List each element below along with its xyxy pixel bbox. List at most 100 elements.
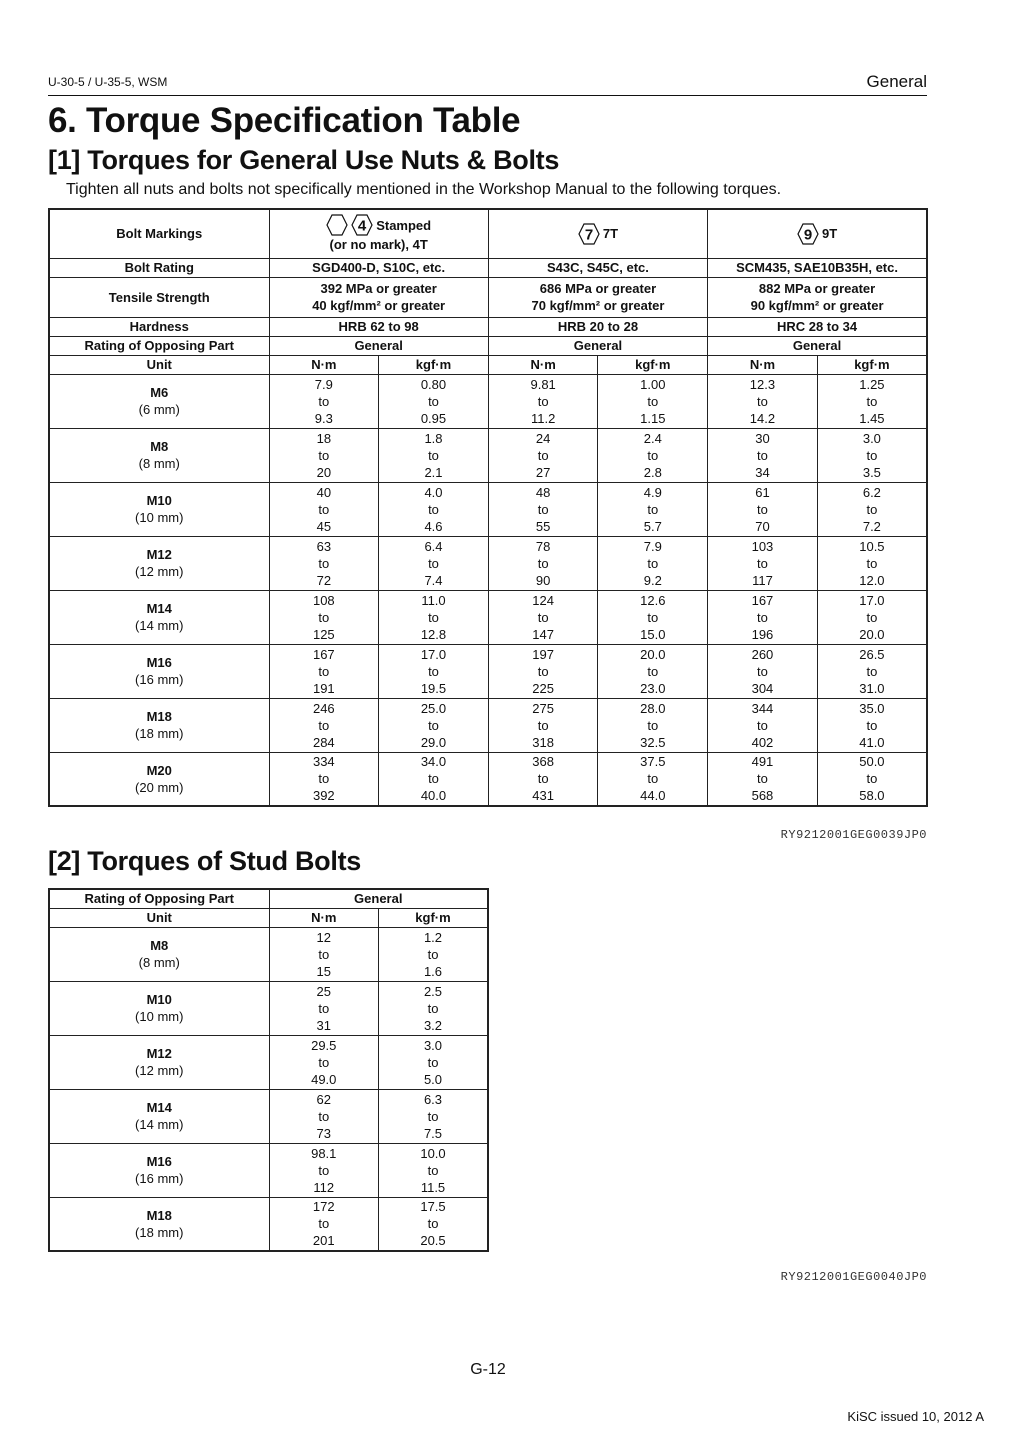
property-value-line: 686 MPa or greater (539, 281, 657, 296)
range-min: 35.0 (859, 700, 885, 716)
row-label: Bolt Markings (48, 208, 270, 259)
range-to: to (537, 447, 549, 463)
torque-range-cell: 491 to 568 (707, 751, 818, 807)
section-2-heading: [2] Torques of Stud Bolts (48, 846, 361, 876)
range-to: to (318, 447, 330, 463)
torque-range-cell: 40 to 45 (268, 481, 380, 537)
range-to: to (866, 447, 878, 463)
table-row: M8 (8 mm) 18 to 20 1.8 to 2.1 24 to 27 2.4 to 2.8 30 to… (48, 427, 928, 483)
range-max: 20.0 (859, 626, 885, 642)
range-to: to (428, 609, 439, 625)
range-to: to (757, 663, 768, 679)
table-row: M18 (18 mm) 172 to 201 17.5 to 20.5 (48, 1196, 489, 1252)
marking-text: 7T (602, 226, 619, 242)
hex-bolt-head-icon (326, 214, 348, 236)
torque-range-cell: 29.5 to 49.0 (268, 1034, 379, 1090)
unit-row: Unit N·m kgf·m N·m kgf·m N·m kgf·m (48, 354, 928, 375)
range-max: 9.2 (643, 572, 662, 588)
torque-range-cell: 18 to 20 (268, 427, 380, 483)
bolt-size-cell: M12 (12 mm) (48, 535, 270, 591)
range-max: 72 (316, 572, 332, 588)
property-value-line: 40 kgf/mm² or greater (312, 298, 446, 313)
range-min: 9.81 (530, 376, 556, 392)
torque-range-cell: 12.3 to 14.2 (707, 373, 818, 429)
range-min: 124 (532, 592, 554, 608)
bolt-diameter: (18 mm) (135, 726, 184, 741)
property-value-line: 90 kgf/mm² or greater (750, 298, 884, 313)
range-min: 50.0 (859, 754, 885, 770)
torque-range-cell: 103 to 117 (707, 535, 818, 591)
marking-text: Stamped (376, 217, 432, 233)
range-min: 2.4 (643, 430, 662, 446)
range-max: 3.5 (862, 464, 881, 480)
table-row: M14 (14 mm) 108 to 125 11.0 to 12.8 124 to 147 12.6… (48, 589, 928, 645)
range-max: 125 (312, 626, 335, 642)
torque-range-cell: 20.0 to 23.0 (597, 643, 709, 699)
torque-range-cell: 1.2 to 1.6 (378, 926, 489, 982)
range-to: to (427, 1054, 439, 1070)
range-min: 260 (751, 646, 774, 662)
range-max: 34 (755, 464, 770, 480)
torque-range-cell: 11.0 to 12.8 (378, 589, 489, 645)
range-to: to (428, 447, 439, 463)
header-section: General (866, 72, 927, 91)
bolt-diameter: (14 mm) (135, 618, 184, 633)
range-max: 431 (532, 788, 554, 804)
bolt-marking-cell: 9 9T (707, 208, 928, 259)
torque-range-cell: 61 to 70 (707, 481, 818, 537)
row-label: Unit (48, 354, 270, 375)
range-max: 11.2 (530, 410, 556, 426)
range-to: to (318, 717, 330, 733)
unit-header: kgf·m (378, 354, 489, 375)
property-value-line: 882 MPa or greater (758, 281, 876, 296)
range-min: 25 (316, 983, 331, 999)
range-min: 20.0 (640, 646, 666, 662)
range-to: to (318, 1216, 330, 1232)
range-min: 103 (751, 538, 774, 554)
marking-symbols: 4 Stamped (326, 214, 431, 236)
torque-range-cell: 0.80 to 0.95 (378, 373, 489, 429)
range-min: 10.0 (420, 1145, 446, 1161)
property-value: 882 MPa or greater 90 kgf/mm² or greater (707, 276, 928, 318)
range-to: to (866, 771, 878, 787)
bolt-size-cell: M10 (10 mm) (48, 481, 270, 537)
svg-text:4: 4 (358, 218, 367, 235)
torque-range-cell: 17.5 to 20.5 (378, 1196, 489, 1252)
range-max: 19.5 (420, 680, 447, 696)
range-max: 1.15 (640, 410, 666, 426)
range-min: 12 (316, 929, 331, 945)
bolt-diameter: (14 mm) (135, 1117, 184, 1132)
header-manual-name: U-30-5 / U-35-5, WSM (48, 75, 168, 89)
range-to: to (537, 501, 549, 517)
range-max: 402 (751, 734, 774, 750)
row-label: Bolt Rating (48, 257, 270, 278)
torque-range-cell: 3.0 to 3.5 (816, 427, 928, 483)
range-min: 4.9 (643, 484, 662, 500)
table-row: M8 (8 mm) 12 to 15 1.2 to 1.6 (48, 926, 489, 982)
range-max: 32.5 (640, 734, 666, 750)
range-max: 7.5 (423, 1125, 443, 1141)
range-max: 90 (535, 572, 551, 588)
range-to: to (318, 393, 330, 409)
range-min: 108 (312, 592, 335, 608)
range-max: 117 (752, 572, 773, 588)
torque-range-cell: 4.0 to 4.6 (378, 481, 489, 537)
range-min: 12.6 (640, 592, 666, 608)
range-to: to (318, 663, 330, 679)
range-min: 172 (312, 1199, 335, 1215)
range-max: 1.6 (423, 963, 443, 979)
range-to: to (537, 609, 549, 625)
range-max: 5.0 (423, 1071, 443, 1087)
torque-range-cell: 9.81 to 11.2 (487, 373, 599, 429)
bolt-size-cell: M14 (14 mm) (48, 589, 270, 645)
range-min: 34.0 (420, 754, 447, 770)
unit-header: N·m (707, 354, 818, 375)
bolt-size: M14 (146, 601, 172, 616)
range-min: 37.5 (640, 754, 666, 770)
torque-range-cell: 6.2 to 7.2 (816, 481, 928, 537)
range-max: 225 (532, 680, 554, 696)
bolt-size: M20 (146, 762, 172, 778)
row-label: Tensile Strength (48, 276, 270, 318)
range-to: to (866, 609, 878, 625)
range-to: to (647, 447, 659, 463)
